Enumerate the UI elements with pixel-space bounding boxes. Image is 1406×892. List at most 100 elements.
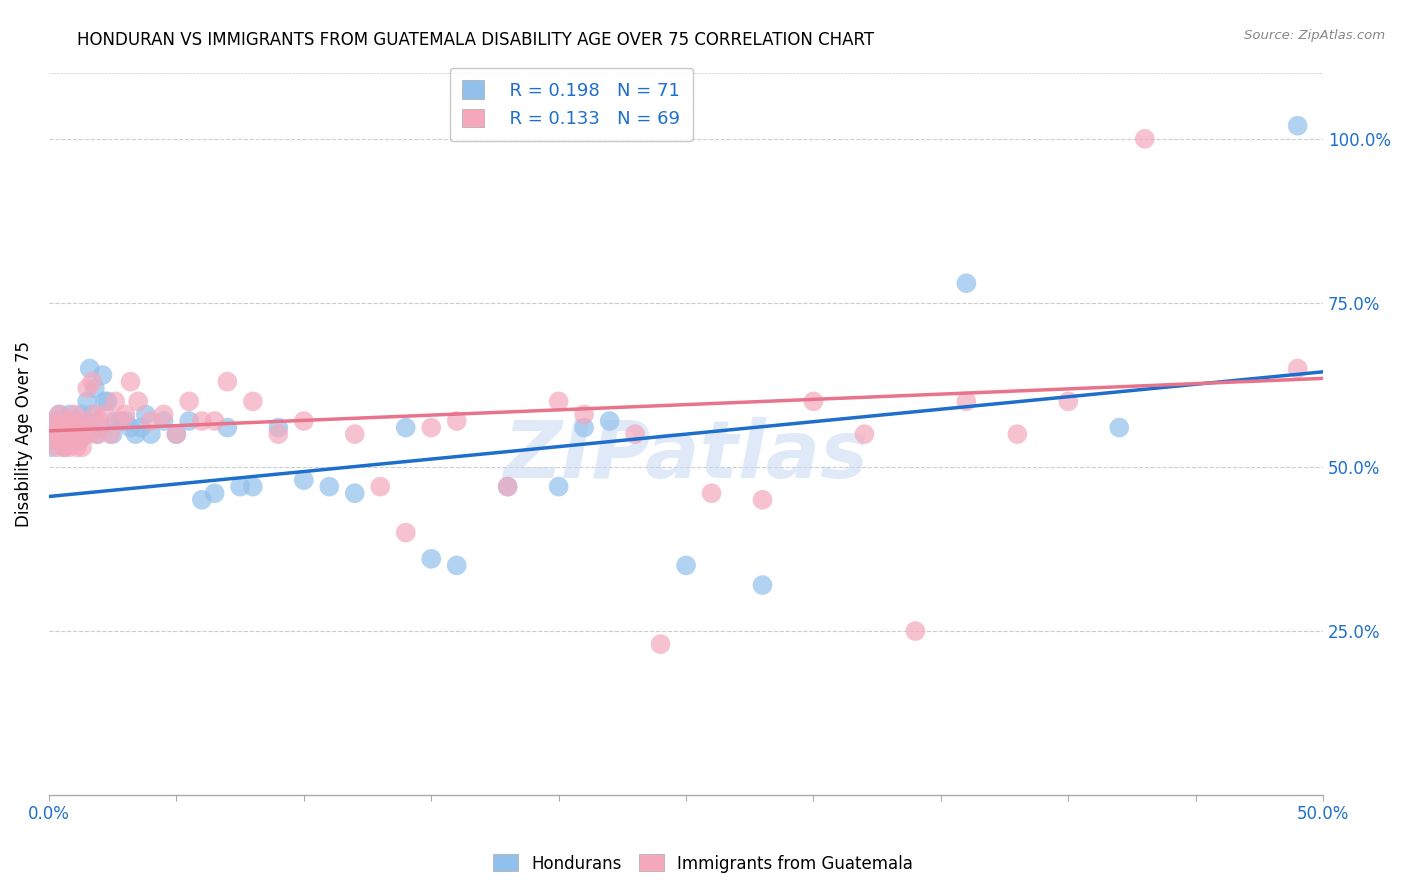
Point [79,361,101,376]
Point [94,408,117,422]
Point [120,375,142,389]
Point [60,434,83,448]
Point [53,420,76,434]
Point [79,427,101,442]
Point [446,558,468,573]
Point [420,551,443,566]
Point [127,394,149,409]
Point [56,434,79,448]
Point [446,414,468,428]
Point [48,427,70,442]
Point [496,480,519,494]
Point [69,427,91,442]
Point [152,408,174,422]
Point [547,480,569,494]
Point [292,414,315,428]
Point [70,427,93,442]
Point [135,408,157,422]
Point [179,394,201,409]
Point [82,375,104,389]
Point [86,427,108,442]
Point [63,427,86,442]
Point [420,420,443,434]
Point [63,414,86,428]
Point [675,558,697,573]
Point [217,420,239,434]
Point [45,420,67,434]
Point [700,486,723,500]
Y-axis label: Disability Age Over 75: Disability Age Over 75 [15,341,32,527]
Point [60,427,83,442]
Point [572,420,595,434]
Text: HONDURAN VS IMMIGRANTS FROM GUATEMALA DISABILITY AGE OVER 75 CORRELATION CHART: HONDURAN VS IMMIGRANTS FROM GUATEMALA DI… [77,31,875,49]
Point [63,434,86,448]
Point [496,480,519,494]
Point [91,368,114,383]
Point [89,420,111,434]
Point [41,434,63,448]
Point [42,414,65,428]
Point [547,394,569,409]
Point [1286,119,1309,133]
Point [114,408,136,422]
Point [191,414,214,428]
Point [76,381,98,395]
Point [76,420,98,434]
Point [139,414,162,428]
Point [94,394,117,409]
Point [53,440,76,454]
Point [53,440,76,454]
Point [45,440,67,454]
Point [48,408,70,422]
Point [624,427,647,442]
Point [599,414,621,428]
Point [66,420,89,434]
Point [803,394,825,409]
Point [76,394,98,409]
Point [45,420,67,434]
Point [42,427,65,442]
Point [41,440,63,454]
Point [217,375,239,389]
Point [129,420,152,434]
Point [98,427,121,442]
Point [73,414,96,428]
Point [114,414,136,428]
Point [1286,361,1309,376]
Point [292,473,315,487]
Point [42,414,65,428]
Point [650,637,672,651]
Point [395,525,418,540]
Point [104,394,127,409]
Point [104,414,127,428]
Point [572,408,595,422]
Point [267,420,290,434]
Point [1133,132,1156,146]
Point [1057,394,1080,409]
Point [204,486,226,500]
Point [69,434,91,448]
Point [904,624,927,638]
Point [343,427,366,442]
Point [1007,427,1029,442]
Point [110,414,132,428]
Point [66,440,89,454]
Text: ZIPatlas: ZIPatlas [503,417,869,495]
Point [242,480,264,494]
Point [51,414,73,428]
Point [51,420,73,434]
Point [63,408,86,422]
Point [204,414,226,428]
Point [48,427,70,442]
Point [853,427,876,442]
Point [69,434,91,448]
Point [751,492,773,507]
Point [89,414,111,428]
Point [110,414,132,428]
Point [42,427,65,442]
Point [83,381,105,395]
Point [124,427,146,442]
Point [70,440,93,454]
Legend: Hondurans, Immigrants from Guatemala: Hondurans, Immigrants from Guatemala [486,847,920,880]
Point [56,434,79,448]
